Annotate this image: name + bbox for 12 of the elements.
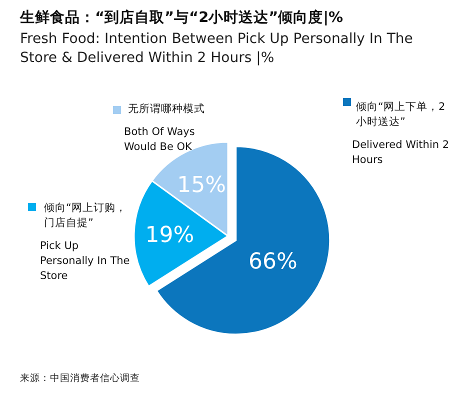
legend-label: 无所谓哪种模式 xyxy=(128,102,206,117)
text: Both Of Ways Would Be OK xyxy=(124,125,196,155)
data-label: 66% xyxy=(248,250,298,275)
data-label: 19% xyxy=(145,223,194,248)
legend-label: 倾向“网上订购，门店自提” xyxy=(44,201,128,231)
text: Delivered Within 2 Hours xyxy=(352,138,450,168)
data-label: 15% xyxy=(177,173,226,198)
legend-label: 倾向“网上下单，2小时送达” xyxy=(356,100,446,130)
chart-subtitle: Fresh Food: Intention Between Pick Up Personally In The Store & Delivered Within 2 Hours |% xyxy=(20,30,414,68)
text: Pick Up Personally In The Store xyxy=(40,239,131,284)
chart-title: 生鲜食品：“到店自取”与“2小时送达”倾向度|% xyxy=(20,8,344,27)
source-note: 来源：中国消费者信心调查 xyxy=(20,372,140,385)
